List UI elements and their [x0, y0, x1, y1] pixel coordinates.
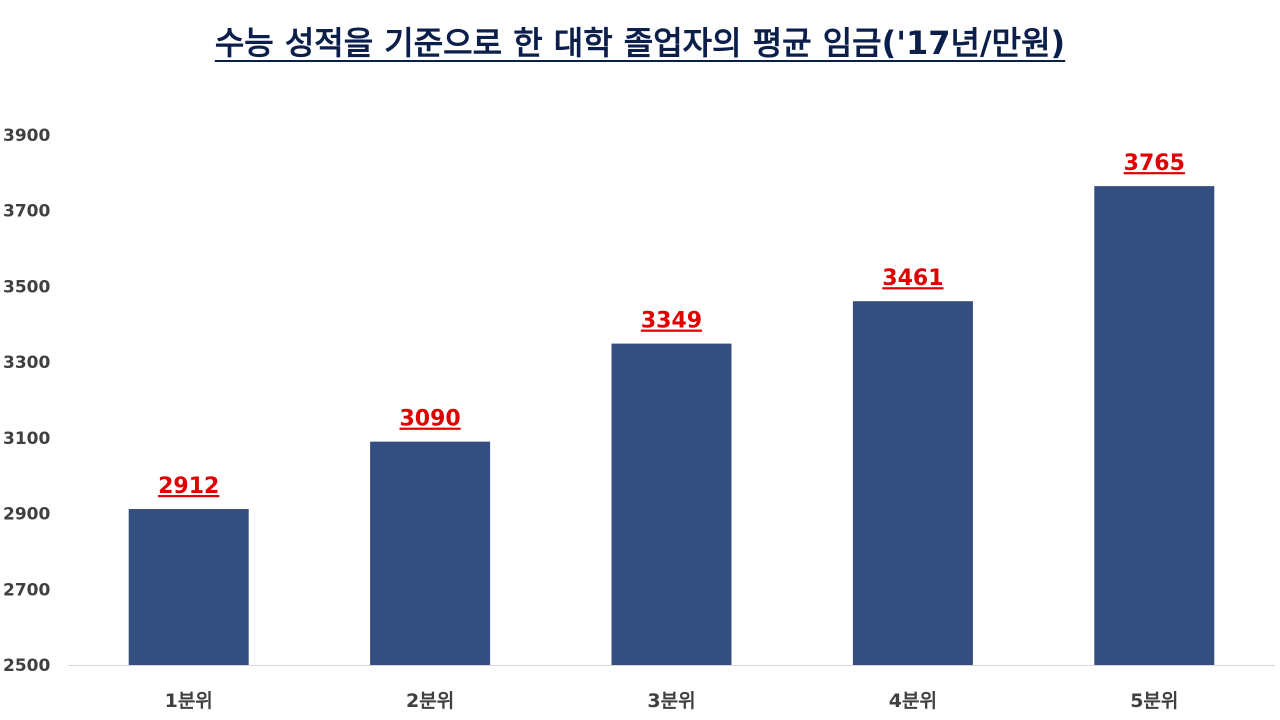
x-tick-label: 5분위: [1130, 690, 1178, 712]
bar: [370, 441, 491, 665]
x-tick-label: 4분위: [889, 690, 937, 712]
bar: [852, 301, 973, 665]
y-tick-label: 3900: [3, 126, 50, 146]
data-labels: 2912 3090 3349 3461 3765: [158, 151, 1185, 499]
x-axis: 1분위 2분위 3분위 4분위 5분위: [165, 690, 1179, 712]
x-tick-label: 2분위: [406, 690, 454, 712]
bar: [128, 509, 249, 665]
y-axis: 2500 2700 2900 3100 3300 3500 3700 3900: [3, 126, 50, 676]
y-tick-label: 3300: [3, 353, 50, 373]
data-label: 3090: [399, 407, 460, 432]
data-label: 3349: [641, 309, 702, 334]
bar: [1094, 186, 1215, 665]
y-tick-label: 2700: [3, 580, 50, 600]
data-label: 3765: [1124, 151, 1185, 176]
x-tick-label: 3분위: [647, 690, 695, 712]
data-label: 3461: [882, 266, 943, 291]
chart-title: 수능 성적을 기준으로 한 대학 졸업자의 평균 임금('17년/만원): [214, 24, 1066, 62]
y-tick-label: 2900: [3, 505, 50, 525]
y-tick-label: 3500: [3, 277, 50, 297]
data-label: 2912: [158, 474, 219, 499]
x-tick-label: 1분위: [165, 690, 213, 712]
y-tick-label: 3700: [3, 202, 50, 222]
y-tick-label: 3100: [3, 429, 50, 449]
bar: [611, 343, 732, 665]
y-tick-label: 2500: [3, 656, 50, 676]
bars: [128, 186, 1215, 665]
